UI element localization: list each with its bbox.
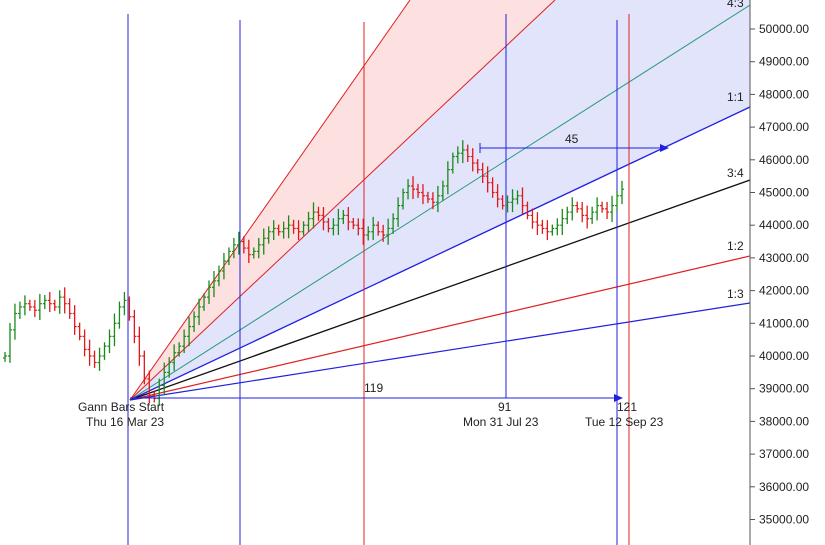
horizontal-count-label: 45	[565, 132, 579, 146]
fan-line-1-2	[129, 255, 750, 401]
fan-label-4-3: 4:3	[727, 0, 744, 10]
gann-start-label: Gann Bars Start	[78, 400, 165, 414]
fan-line-4-3	[129, 4, 750, 401]
price-axis: 50000.00 49000.00 48000.00 47000.00 46000.00…	[750, 22, 809, 527]
fan-label-1-1: 1:1	[727, 90, 744, 104]
y-tick-label: 48000.00	[759, 87, 809, 101]
y-tick-label: 45000.00	[759, 186, 809, 200]
y-tick-label: 50000.00	[759, 22, 809, 36]
y-tick-label: 41000.00	[759, 316, 809, 330]
gann-start-date: Thu 16 Mar 23	[86, 415, 164, 429]
y-tick-label: 40000.00	[759, 349, 809, 363]
fan-line-2-1	[129, 0, 411, 401]
y-tick-label: 36000.00	[759, 480, 809, 494]
y-tick-label: 38000.00	[759, 414, 809, 428]
marker-91-bars: 91	[498, 400, 512, 414]
price-bars	[3, 140, 624, 406]
y-tick-label: 35000.00	[759, 513, 809, 527]
y-tick-label: 44000.00	[759, 218, 809, 232]
marker-91-date: Mon 31 Jul 23	[463, 415, 539, 429]
fan-label-1-2: 1:2	[727, 239, 744, 253]
y-tick-label: 46000.00	[759, 153, 809, 167]
bar-count-label: 119	[364, 381, 383, 395]
horizontal-count-arrow	[660, 144, 669, 152]
fan-blue-zone	[130, 0, 750, 400]
y-tick-label: 47000.00	[759, 120, 809, 134]
fan-label-1-3: 1:3	[727, 287, 744, 301]
marker-121-date: Tue 12 Sep 23	[585, 415, 664, 429]
y-tick-label: 43000.00	[759, 251, 809, 265]
marker-121-bars: 121	[617, 400, 637, 414]
y-tick-label: 42000.00	[759, 284, 809, 298]
fan-line-3-2	[129, 0, 556, 401]
fan-line-1-1	[129, 106, 750, 401]
y-tick-label: 37000.00	[759, 447, 809, 461]
fan-label-3-4: 3:4	[727, 166, 744, 180]
y-tick-label: 39000.00	[759, 382, 809, 396]
fan-line-3-4	[129, 179, 750, 401]
bar-count-arrow	[614, 394, 623, 402]
fan-line-1-3	[129, 302, 750, 401]
y-tick-label: 49000.00	[759, 55, 809, 69]
